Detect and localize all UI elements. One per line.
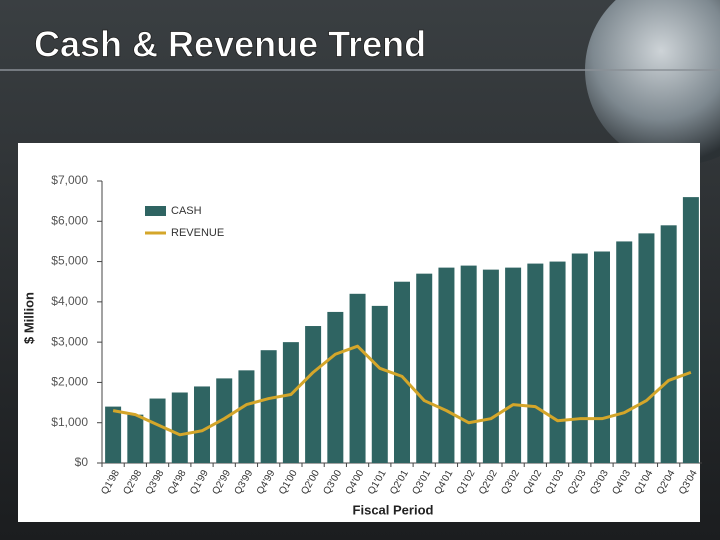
globe-decoration: [585, 0, 720, 165]
bar: [260, 350, 277, 463]
y-tick-label: $4,000: [51, 294, 88, 308]
bar: [438, 267, 455, 463]
bar: [327, 311, 344, 463]
legend-label: REVENUE: [171, 227, 224, 239]
line: [112, 344, 692, 437]
y-axis-label: $ Million: [21, 292, 36, 344]
bar: [305, 326, 322, 463]
bar: [371, 305, 388, 463]
bar: [505, 267, 522, 463]
bar: [171, 392, 188, 463]
y-tick-label: $7,000: [51, 173, 88, 187]
y-tick-label: $6,000: [51, 213, 88, 227]
bar: [549, 261, 566, 463]
bar: [638, 233, 655, 463]
bar: [527, 263, 544, 463]
y-tick-label: $3,000: [51, 334, 88, 348]
bar: [149, 398, 166, 463]
y-tick-label: $2,000: [51, 375, 88, 389]
legend-label: CASH: [171, 205, 202, 217]
bar: [482, 269, 499, 463]
slide-title: Cash & Revenue Trend: [34, 24, 426, 65]
y-tick-label: $1,000: [51, 415, 88, 429]
bar: [571, 253, 588, 463]
bar: [660, 225, 677, 463]
bar: [682, 197, 699, 463]
bar: [238, 370, 255, 463]
bar: [394, 281, 410, 463]
bar: [349, 293, 366, 463]
bar: [616, 241, 633, 463]
x-axis-label: Fiscal Period: [353, 502, 434, 517]
bar: [282, 342, 299, 463]
bar: [460, 265, 477, 463]
bar: [416, 273, 433, 463]
y-tick-label: $5,000: [51, 254, 88, 268]
bar: [127, 414, 144, 463]
bar: [105, 406, 122, 463]
bar: [216, 378, 233, 463]
bar: [594, 251, 610, 463]
legend-swatch: [145, 206, 166, 216]
y-tick-label: $0: [75, 455, 89, 469]
bar: [194, 386, 210, 463]
